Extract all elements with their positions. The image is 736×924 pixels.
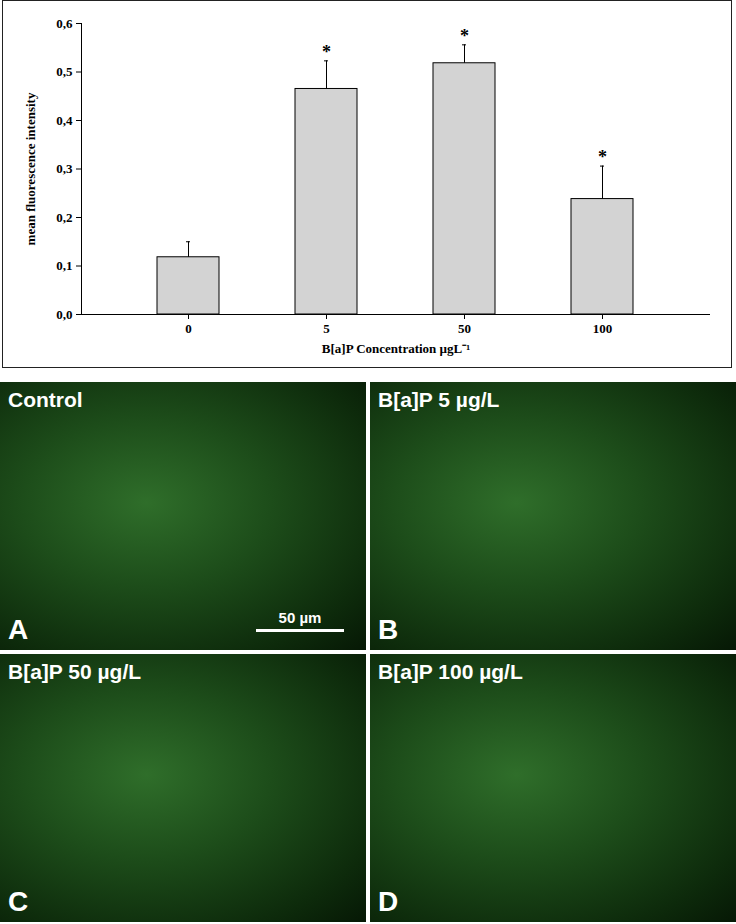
html-text:B[a]P 50 µg/L: B[a]P 50 µg/L bbox=[8, 660, 142, 683]
html-text:B: B bbox=[378, 614, 399, 645]
svg-text:0: 0 bbox=[185, 321, 192, 336]
html-text:C: C bbox=[8, 886, 29, 917]
svg-text:*: * bbox=[322, 42, 331, 62]
svg-text:B[a]P Concentration µgL⁻¹: B[a]P Concentration µgL⁻¹ bbox=[322, 341, 470, 356]
svg-text:*: * bbox=[460, 26, 469, 46]
svg-text:50: 50 bbox=[458, 321, 471, 336]
svg-text:*: * bbox=[598, 147, 607, 167]
html-text:50 µm: 50 µm bbox=[278, 609, 322, 626]
html-text:B[a]P 5 µg/L: B[a]P 5 µg/L bbox=[378, 388, 500, 411]
svg-text:0,4: 0,4 bbox=[56, 113, 73, 128]
svg-text:0,5: 0,5 bbox=[56, 64, 73, 79]
svg-text:0,2: 0,2 bbox=[56, 210, 72, 225]
html-text:A: A bbox=[8, 614, 29, 645]
html-text:Control: Control bbox=[8, 388, 83, 411]
svg-text:0,1: 0,1 bbox=[56, 258, 72, 273]
svg-text:0,3: 0,3 bbox=[56, 161, 73, 176]
svg-text:100: 100 bbox=[593, 321, 613, 336]
html-text:B[a]P 100 µg/L: B[a]P 100 µg/L bbox=[378, 660, 523, 683]
svg-text:0,6: 0,6 bbox=[56, 16, 73, 31]
svg-text:0,0: 0,0 bbox=[56, 307, 72, 322]
svg-text:5: 5 bbox=[323, 321, 330, 336]
html-text:D: D bbox=[378, 886, 399, 917]
svg-text:mean fluorescence intensity: mean fluorescence intensity bbox=[23, 92, 38, 245]
